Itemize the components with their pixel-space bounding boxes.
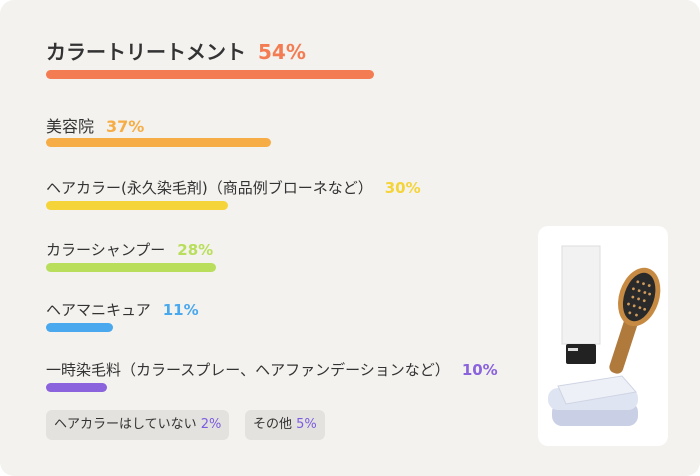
value-label: 54% xyxy=(258,40,306,64)
bar xyxy=(46,323,113,332)
value-label: 10% xyxy=(461,361,498,379)
extra-label: ヘアカラーはしていない xyxy=(54,417,197,432)
illustration-panel xyxy=(538,226,668,446)
category-row: ヘアマニキュア 11% xyxy=(46,299,199,320)
value-label: 28% xyxy=(177,241,214,259)
category-label: 美容院 xyxy=(46,117,95,136)
value-label: 11% xyxy=(162,301,199,319)
extra-value: 2% xyxy=(200,417,222,432)
category-row: カラートリートメント 54% xyxy=(46,36,306,65)
category-label: ヘアマニキュア xyxy=(46,301,151,319)
bar xyxy=(46,138,271,147)
category-label: 一時染毛料（カラースプレー、ヘアファンデーションなど） xyxy=(46,361,450,379)
category-label: カラーシャンプー xyxy=(46,241,166,259)
hair-cream-tube-icon xyxy=(561,245,601,364)
folded-towels-icon xyxy=(548,375,638,426)
extra-label: その他 xyxy=(253,417,293,432)
extra-item-no-color: ヘアカラーはしていない 2% xyxy=(46,410,230,440)
value-label: 30% xyxy=(384,179,421,197)
paddle-brush-icon xyxy=(609,267,661,374)
category-label: カラートリートメント xyxy=(46,40,246,64)
category-row: ヘアカラー(永久染毛剤)（商品例ブローネなど） 30% xyxy=(46,177,421,198)
category-row: 一時染毛料（カラースプレー、ヘアファンデーションなど） 10% xyxy=(46,359,498,380)
extra-item-other: その他 5% xyxy=(245,410,325,440)
category-row: カラーシャンプー 28% xyxy=(46,239,213,260)
bar xyxy=(46,201,228,210)
value-label: 37% xyxy=(106,117,145,136)
category-row: 美容院 37% xyxy=(46,113,144,137)
bar xyxy=(46,70,374,79)
bar xyxy=(46,263,216,272)
bar xyxy=(46,383,107,392)
extra-value: 5% xyxy=(296,417,317,432)
category-label: ヘアカラー(永久染毛剤)（商品例ブローネなど） xyxy=(46,179,373,197)
